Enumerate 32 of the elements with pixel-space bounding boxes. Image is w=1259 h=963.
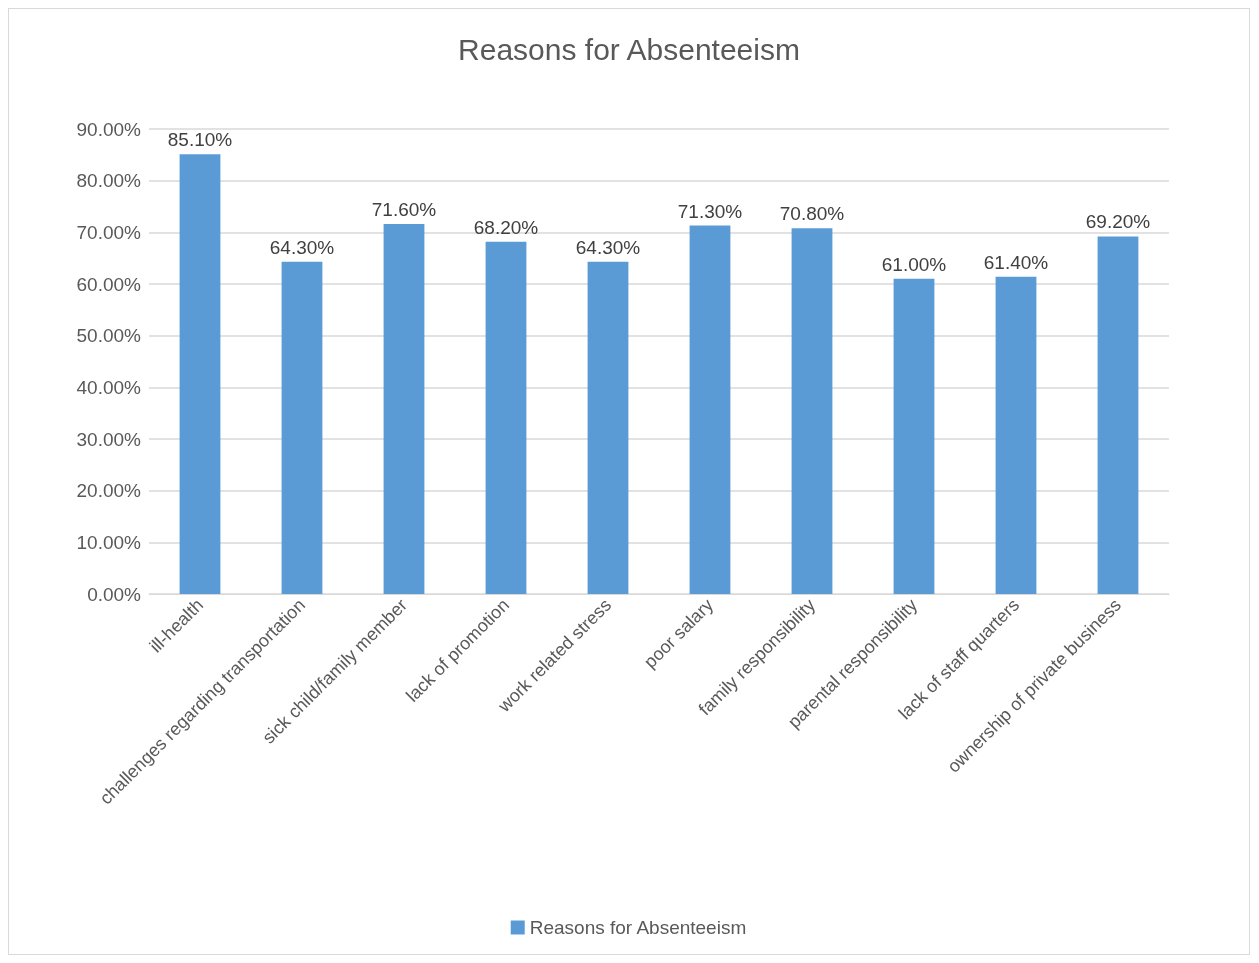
y-tick-label: 70.00% — [76, 221, 142, 243]
data-label: 85.10% — [167, 129, 233, 151]
y-tick-label: 10.00% — [76, 531, 142, 553]
legend-label: Reasons for Absenteeism — [529, 917, 747, 938]
bar — [281, 261, 323, 594]
bar — [485, 241, 527, 594]
bar — [791, 228, 833, 594]
bar — [383, 224, 425, 594]
bar — [689, 225, 731, 594]
data-label: 64.30% — [575, 236, 641, 258]
data-label: 71.30% — [677, 200, 743, 222]
data-label: 69.20% — [1085, 211, 1151, 233]
bar — [893, 278, 935, 594]
data-label: 64.30% — [269, 236, 335, 258]
bar — [587, 261, 629, 594]
data-label: 70.80% — [779, 203, 845, 225]
data-label: 71.60% — [371, 199, 437, 221]
y-tick-label: 80.00% — [76, 170, 142, 192]
data-label: 61.40% — [983, 251, 1049, 273]
chart-title: Reasons for Absenteeism — [458, 32, 800, 66]
y-tick-label: 50.00% — [76, 325, 142, 347]
bar — [995, 276, 1037, 594]
y-tick-label: 40.00% — [76, 376, 142, 398]
bar — [179, 154, 221, 594]
y-tick-label: 30.00% — [76, 428, 142, 450]
bar — [1097, 236, 1139, 594]
y-tick-label: 0.00% — [87, 583, 142, 605]
y-tick-label: 20.00% — [76, 480, 142, 502]
data-label: 68.20% — [473, 216, 539, 238]
data-label: 61.00% — [881, 253, 947, 275]
y-tick-label: 90.00% — [76, 118, 142, 140]
y-tick-label: 60.00% — [76, 273, 142, 295]
